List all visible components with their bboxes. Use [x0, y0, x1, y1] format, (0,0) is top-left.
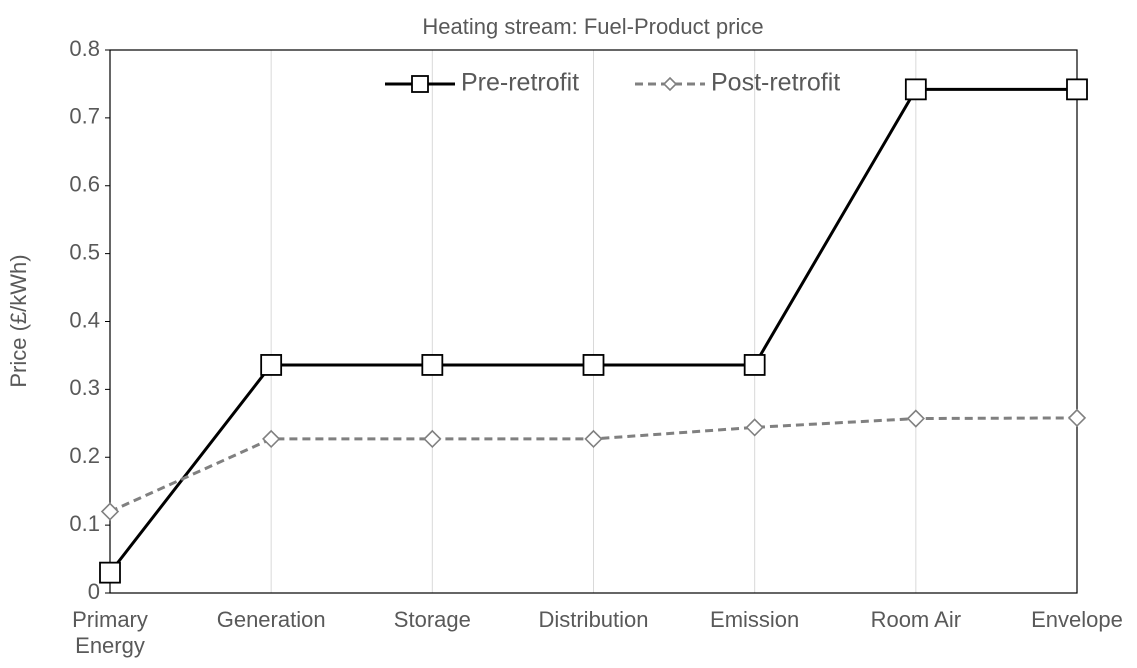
- y-tick-label: 0.8: [69, 36, 100, 61]
- legend-marker: [411, 75, 429, 93]
- data-point: [745, 418, 764, 437]
- data-point: [423, 429, 442, 449]
- legend-label: Pre-retrofit: [461, 69, 579, 97]
- data-point: [906, 409, 925, 428]
- x-tick-label: Emission: [710, 607, 800, 632]
- data-point: [262, 429, 281, 449]
- chart-title: Heating stream: Fuel-Product price: [422, 14, 763, 39]
- plot-border: [109, 49, 1078, 594]
- x-tick-label: Storage: [393, 607, 471, 632]
- data-point: [100, 502, 120, 521]
- x-tick-label: Primary Energy: [72, 607, 148, 658]
- data-point: [1066, 78, 1088, 101]
- y-tick-label: 0.5: [69, 239, 100, 264]
- y-tick-label: 0.1: [69, 511, 100, 536]
- legend-marker: [662, 76, 678, 92]
- y-tick-label: 0.7: [69, 104, 100, 129]
- data-point: [904, 78, 927, 101]
- data-point: [743, 354, 766, 376]
- y-axis-label: Price (£/kWh): [6, 254, 31, 387]
- x-tick-label: Generation: [216, 607, 326, 632]
- data-point: [584, 429, 603, 449]
- y-tick-label: 0.3: [69, 375, 100, 400]
- data-point: [582, 354, 605, 376]
- data-point: [260, 354, 283, 376]
- y-tick-label: 0.6: [69, 172, 100, 197]
- data-point: [1067, 408, 1087, 428]
- y-tick-label: 0: [88, 579, 100, 604]
- data-point: [99, 561, 121, 584]
- x-tick-label: Room Air: [870, 607, 962, 632]
- legend-label: Post-retrofit: [711, 69, 840, 97]
- y-tick-label: 0.2: [69, 443, 100, 468]
- data-point: [421, 354, 444, 376]
- x-tick-label: Envelope: [1031, 607, 1123, 632]
- x-tick-label: Distribution: [538, 607, 649, 632]
- y-tick-label: 0.4: [69, 307, 100, 332]
